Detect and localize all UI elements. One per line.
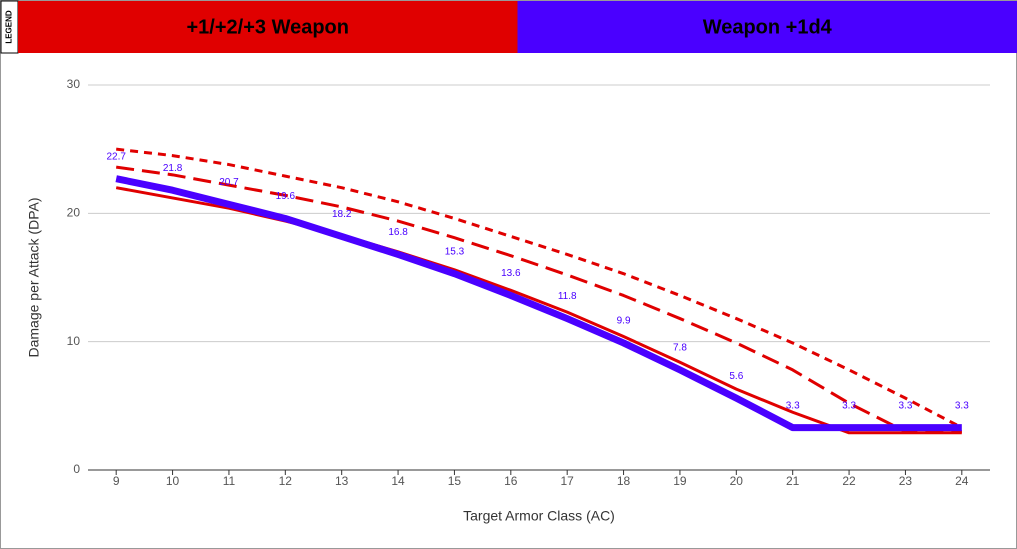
data-label: 3.3 [842,400,856,411]
data-label: 18.2 [332,209,352,220]
data-label: 21.8 [163,163,183,174]
data-label: 3.3 [786,400,800,411]
x-tick-label: 9 [113,474,120,488]
y-tick-label: 0 [73,462,80,476]
data-label: 5.6 [729,371,743,382]
y-tick-label: 30 [67,77,81,91]
x-tick-label: 18 [617,474,631,488]
y-axis-title: Damage per Attack (DPA) [26,197,42,357]
x-tick-label: 21 [786,474,800,488]
data-label: 3.3 [898,400,912,411]
x-tick-label: 12 [279,474,293,488]
series-line [115,165,962,433]
x-tick-label: 11 [223,474,236,488]
x-tick-label: 22 [842,474,856,488]
legend-swatch [517,1,1017,53]
data-label: 7.8 [673,343,687,354]
x-tick-label: 15 [448,474,462,488]
x-tick-label: 24 [955,474,969,488]
x-tick-label: 10 [166,474,180,488]
data-label: 9.9 [617,316,631,327]
data-label: 15.3 [445,246,465,257]
x-tick-label: 20 [730,474,744,488]
x-tick-label: 13 [335,474,349,488]
x-tick-label: 14 [391,474,405,488]
x-tick-label: 23 [899,474,913,488]
legend-label: +1/+2/+3 Weapon [187,16,350,38]
data-label: 22.7 [106,151,126,162]
data-label: 19.6 [276,191,296,202]
data-label: 11.8 [558,291,577,302]
legend-title: LEGEND [5,10,14,44]
legend-swatch [18,1,518,53]
series-line [116,147,963,429]
data-label: 16.8 [388,227,408,238]
y-tick-label: 10 [67,334,81,348]
legend-label: Weapon +1d4 [703,16,833,38]
series-line [115,175,962,432]
x-tick-label: 16 [504,474,518,488]
data-label: 3.3 [955,400,969,411]
x-tick-label: 17 [561,474,575,488]
data-label: 13.6 [501,268,521,279]
x-axis-title: Target Armor Class (AC) [463,508,615,524]
x-tick-label: 19 [673,474,687,488]
data-label: 20.7 [219,177,239,188]
y-tick-label: 20 [67,206,81,220]
